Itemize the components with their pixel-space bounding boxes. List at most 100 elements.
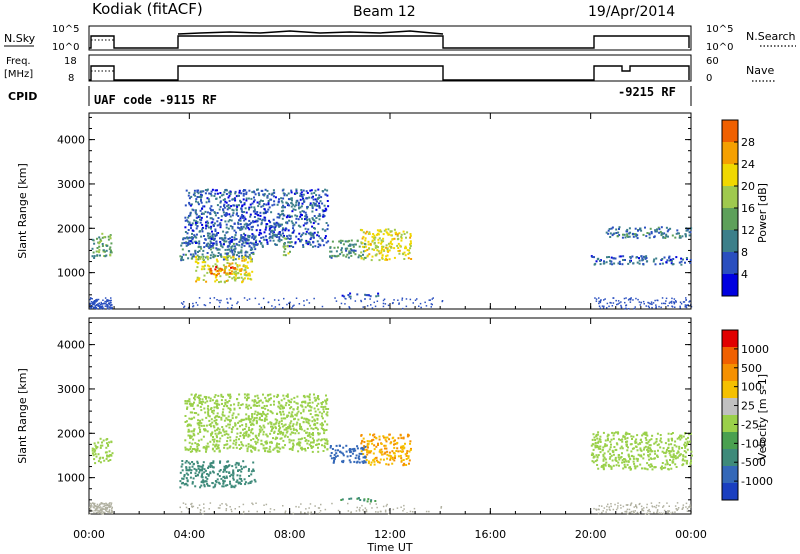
ground-scatter-cell — [295, 505, 297, 508]
ground-scatter-cell — [289, 301, 291, 304]
velocity-cell — [597, 440, 600, 443]
power-cell — [409, 247, 412, 250]
power-cell — [224, 267, 227, 270]
velocity-cell — [366, 451, 369, 453]
power-cell — [636, 261, 639, 264]
ground-scatter-cell — [97, 509, 99, 512]
ground-scatter-cell — [100, 512, 102, 514]
power-cell — [215, 234, 218, 237]
velocity-cell — [250, 431, 252, 434]
power-cell — [191, 238, 194, 241]
power-cell — [214, 235, 217, 237]
power-cell — [187, 229, 190, 231]
power-cell — [187, 250, 190, 252]
ground-scatter-cell — [96, 505, 99, 508]
ground-scatter-cell — [340, 302, 343, 305]
power-cell — [205, 280, 208, 283]
velocity-cell — [301, 405, 304, 408]
ground-scatter-cell — [196, 304, 199, 306]
velocity-cell — [393, 459, 396, 462]
ground-scatter-cell — [262, 297, 265, 300]
ground-scatter-cell — [646, 512, 649, 514]
power-cell — [194, 223, 197, 226]
velocity-cell — [640, 441, 643, 444]
power-cell — [228, 262, 231, 265]
power-cell — [626, 230, 629, 233]
power-cell — [238, 240, 241, 243]
velocity-cell — [257, 449, 260, 452]
velocity-cell — [273, 431, 276, 434]
velocity-cell — [185, 467, 188, 470]
power-colorbar-label: Power [dB] — [756, 183, 769, 243]
velocity-cell — [299, 425, 301, 428]
ground-scatter-cell — [650, 502, 653, 504]
ground-scatter-cell — [663, 509, 666, 512]
velocity-cell — [240, 441, 243, 444]
xtick-label: 20:00 — [575, 528, 607, 541]
power-cell — [209, 212, 212, 215]
power-cell — [263, 231, 266, 234]
ground-scatter-cell — [349, 297, 352, 300]
power-cell — [191, 229, 194, 232]
power-cell — [286, 245, 289, 248]
velocity-cell — [404, 453, 407, 456]
velocity-cell — [200, 484, 203, 487]
power-cell — [212, 238, 215, 241]
power-cell — [221, 246, 224, 249]
power-cell — [188, 236, 191, 239]
power-cell — [403, 233, 406, 235]
power-cell — [238, 276, 240, 279]
velocity-cell — [274, 418, 277, 421]
ground-scatter-cell — [358, 508, 361, 511]
velocity-cell — [372, 434, 374, 437]
velocity-cell — [277, 394, 280, 397]
velocity-cell — [300, 428, 303, 431]
ground-scatter-cell — [102, 505, 105, 508]
velocity-cell — [256, 411, 259, 414]
power-cell — [195, 233, 198, 236]
power-cell — [403, 251, 406, 254]
velocity-cell — [262, 406, 265, 409]
velocity-cell — [290, 406, 293, 409]
power-cell — [279, 224, 282, 227]
ground-scatter-cell — [359, 507, 361, 509]
power-cell — [202, 279, 205, 281]
power-cell — [238, 191, 241, 194]
ground-scatter-cell — [314, 505, 316, 507]
velocity-cell — [250, 450, 253, 453]
power-cell — [193, 219, 196, 222]
velocity-cell — [225, 425, 228, 428]
velocity-cell — [667, 438, 670, 441]
velocity-cell — [655, 438, 658, 440]
power-cell — [206, 252, 209, 254]
ground-scatter-cell — [430, 303, 433, 305]
power-cell — [260, 205, 263, 208]
velocity-cell — [235, 438, 238, 441]
power-cell — [282, 209, 285, 212]
velocity-cell — [304, 401, 307, 404]
velocity-cell — [307, 447, 309, 449]
velocity-cell — [195, 450, 198, 453]
power-cell — [395, 231, 398, 234]
power-cell — [239, 237, 242, 240]
power-cell — [206, 188, 209, 191]
velocity-cell — [260, 419, 263, 422]
power-cell — [239, 219, 242, 222]
velocity-cell — [384, 447, 386, 450]
velocity-cell — [643, 431, 646, 434]
power-cell — [302, 224, 305, 227]
velocity-cell — [299, 404, 302, 407]
velocity-cell — [325, 413, 328, 416]
power-cell — [237, 215, 240, 217]
velocity-cell — [95, 446, 98, 449]
ground-scatter-cell — [595, 509, 598, 511]
ground-scatter-cell — [610, 505, 612, 508]
power-cell — [201, 253, 204, 256]
velocity-cell — [355, 454, 358, 457]
velocity-cell — [247, 443, 250, 446]
power-cell — [409, 236, 412, 239]
power-cell — [595, 260, 598, 263]
ground-scatter-cell — [673, 298, 676, 300]
velocity-cell — [388, 433, 391, 436]
power-cell — [290, 205, 293, 208]
